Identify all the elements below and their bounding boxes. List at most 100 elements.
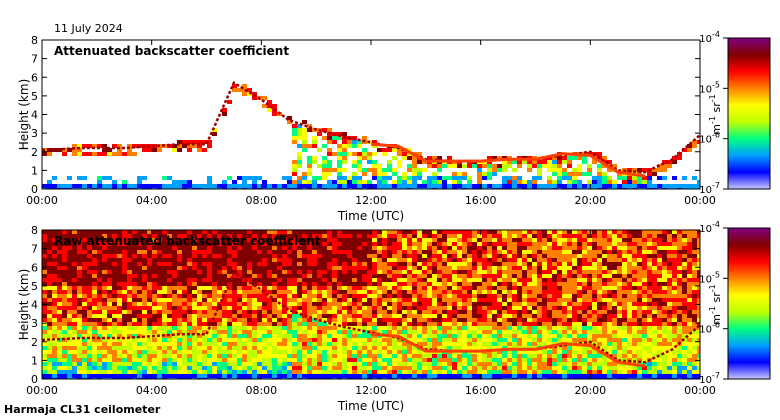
heat-cell: [347, 230, 352, 234]
heat-cell: [307, 250, 312, 254]
heat-cell: [127, 270, 132, 274]
heat-cell: [307, 310, 312, 314]
heat-cell: [412, 278, 417, 282]
heat-cell: [77, 298, 82, 302]
heat-cell: [257, 184, 262, 188]
heat-cell: [402, 358, 407, 362]
heat-cell: [492, 278, 497, 282]
heat-cell: [367, 318, 372, 322]
heat-cell: [292, 234, 297, 238]
heat-cell: [47, 238, 52, 242]
heat-cell: [77, 176, 82, 180]
heat-cell: [472, 184, 477, 188]
heat-cell: [437, 290, 442, 294]
heat-cell: [432, 278, 437, 282]
heat-cell: [257, 258, 262, 262]
heat-cell: [72, 354, 77, 358]
heat-cell: [322, 318, 327, 322]
heat-cell: [242, 88, 247, 92]
heat-cell: [322, 366, 327, 370]
heat-cell: [52, 314, 57, 318]
heat-cell: [222, 354, 227, 358]
heat-cell: [507, 294, 512, 298]
heat-cell: [562, 322, 567, 326]
heat-cell: [237, 254, 242, 258]
heat-cell: [592, 180, 597, 184]
heat-cell: [182, 362, 187, 366]
heat-cell: [212, 262, 217, 266]
heat-cell: [207, 298, 212, 302]
heat-cell: [527, 250, 532, 254]
heat-cell: [232, 346, 237, 350]
heat-cell: [402, 346, 407, 350]
heat-cell: [192, 366, 197, 370]
heat-cell: [392, 374, 397, 378]
heat-cell: [62, 262, 67, 266]
heat-cell: [82, 230, 87, 234]
heat-cell: [132, 184, 137, 188]
heat-cell: [152, 326, 157, 330]
heat-cell: [252, 266, 257, 270]
heat-cell: [172, 306, 177, 310]
heat-cell: [237, 176, 242, 180]
heat-cell: [242, 290, 247, 294]
heat-cell: [562, 354, 567, 358]
heat-cell: [167, 278, 172, 282]
heat-cell: [247, 374, 252, 378]
heat-cell: [422, 282, 427, 286]
heat-cell: [482, 338, 487, 342]
heat-cell: [217, 238, 222, 242]
heat-cell: [167, 362, 172, 366]
heat-cell: [207, 310, 212, 314]
heat-cell: [322, 314, 327, 318]
heat-cell: [337, 354, 342, 358]
heat-cell: [342, 278, 347, 282]
heat-cell: [347, 238, 352, 242]
heat-cell: [422, 168, 427, 172]
heat-cell: [267, 286, 272, 290]
heat-cell: [652, 184, 657, 188]
heat-cell: [302, 250, 307, 254]
heat-cell: [477, 314, 482, 318]
heat-cell: [532, 238, 537, 242]
heat-cell: [172, 318, 177, 322]
heat-cell: [287, 270, 292, 274]
heat-cell: [497, 230, 502, 234]
heat-cell: [242, 246, 247, 250]
heat-cell: [402, 230, 407, 234]
heat-cell: [462, 358, 467, 362]
heat-cell: [467, 250, 472, 254]
heat-cell: [317, 334, 322, 338]
heat-cell: [112, 302, 117, 306]
heat-cell: [472, 322, 477, 326]
heat-cell: [82, 322, 87, 326]
heat-cell: [72, 314, 77, 318]
heat-cell: [632, 168, 637, 172]
heat-cell: [542, 164, 547, 168]
heat-cell: [562, 330, 567, 334]
heat-cell: [512, 350, 517, 354]
heat-cell: [457, 346, 462, 350]
heat-cell: [357, 164, 362, 168]
heat-cell: [522, 254, 527, 258]
heat-cell: [97, 314, 102, 318]
heat-cell: [287, 250, 292, 254]
heat-cell: [432, 176, 437, 180]
heat-cell: [102, 234, 107, 238]
heat-cell: [162, 246, 167, 250]
heat-cell: [552, 160, 557, 164]
heat-cell: [452, 322, 457, 326]
heat-cell: [312, 366, 317, 370]
heat-cell: [147, 374, 152, 378]
heat-cell: [87, 184, 92, 188]
heat-cell: [67, 286, 72, 290]
heat-cell: [267, 234, 272, 238]
heat-cell: [562, 310, 567, 314]
heat-cell: [107, 338, 112, 342]
heat-cell: [292, 286, 297, 290]
heat-cell: [452, 370, 457, 374]
heat-cell: [42, 234, 47, 238]
heat-cell: [292, 354, 297, 358]
heat-cell: [482, 234, 487, 238]
heat-cell: [132, 230, 137, 234]
